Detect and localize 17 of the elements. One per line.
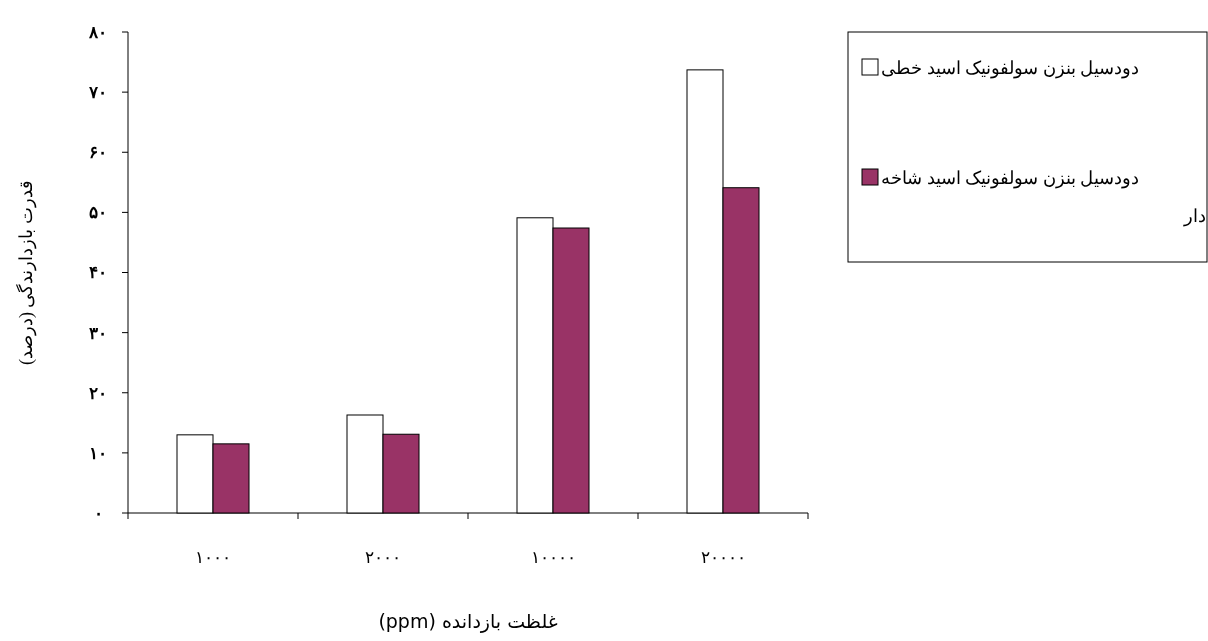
y-tick-label: ۵۰ (89, 203, 107, 223)
legend-label: دودسیل بنزن سولفونیک اسید خطی (881, 58, 1139, 79)
y-tick-label: ۱۰ (89, 443, 107, 463)
x-axis-title: غلظت بازدانده (ppm) (378, 610, 558, 633)
text: دودسیل بنزن سولفونیک اسید شاخه دار (881, 168, 1206, 226)
y-tick-label: ۶۰ (89, 143, 107, 163)
x-tick-label: ۲۰۰۰۰ (700, 548, 746, 567)
y-axis-title: قدرت بازدارندگی (درصد) (15, 180, 37, 365)
y-tick-label: ۴۰ (89, 263, 107, 283)
y-tick-label: ۷۰ (88, 83, 107, 103)
y-tick-label: ۲۰ (89, 383, 107, 403)
y-tick-label: ۳۰ (89, 323, 107, 343)
y-tick-label: ۰ (93, 503, 103, 523)
x-tick-label: ۱۰۰۰۰ (530, 548, 576, 567)
x-tick-label: ۱۰۰۰ (195, 548, 231, 567)
x-tick-label: ۲۰۰۰ (365, 548, 401, 567)
y-tick-label: ۸۰ (88, 22, 107, 42)
